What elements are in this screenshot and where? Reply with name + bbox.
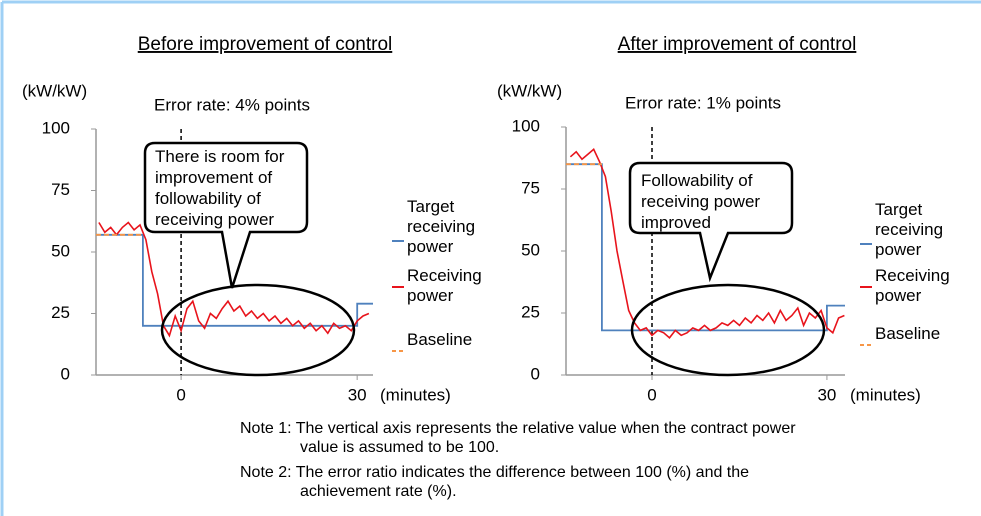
legend-label: Baseline — [407, 330, 473, 349]
legend-label: Receiving power — [407, 266, 482, 305]
legend-label: Target receiving power — [407, 197, 476, 256]
y-tick-label: 75 — [521, 178, 540, 197]
x-tick-label: 30 — [817, 385, 836, 404]
y-axis-label: (kW/kW) — [497, 81, 562, 100]
callout-box — [143, 141, 309, 289]
callout-text: Followability of receiving power improve… — [641, 171, 761, 232]
y-tick-label: 50 — [51, 241, 70, 260]
note: Note 1: The vertical axis represents the… — [240, 420, 796, 456]
note: Note 2: The error ratio indicates the di… — [240, 464, 750, 500]
chart-title: After improvement of control — [618, 34, 857, 55]
x-axis-label: (minutes) — [850, 385, 921, 404]
y-tick-label: 75 — [51, 180, 70, 199]
y-tick-label: 100 — [512, 116, 540, 135]
x-axis-label: (minutes) — [380, 385, 451, 404]
y-tick-label: 0 — [61, 364, 70, 383]
y-tick-label: 0 — [531, 364, 540, 383]
chart-subtitle: Error rate: 4% points — [154, 95, 310, 114]
chart-subtitle: Error rate: 1% points — [625, 93, 781, 112]
legend-label: Receiving power — [875, 266, 950, 305]
legend-label: Target receiving power — [875, 200, 944, 259]
callout-text: There is room for improvement of followa… — [155, 147, 285, 229]
x-tick-label: 30 — [348, 385, 367, 404]
series-line — [96, 233, 373, 327]
series-line — [98, 221, 370, 338]
y-tick-label: 50 — [521, 240, 540, 259]
legend-label: Baseline — [875, 324, 941, 343]
series-line — [566, 163, 845, 332]
series-line — [569, 148, 845, 339]
y-tick-label: 25 — [51, 303, 70, 322]
highlight-ellipse — [160, 283, 356, 377]
x-tick-label: 0 — [176, 385, 185, 404]
y-tick-label: 25 — [521, 302, 540, 321]
y-tick-label: 100 — [42, 118, 70, 137]
highlight-ellipse — [630, 283, 826, 377]
y-axis-label: (kW/kW) — [22, 81, 87, 100]
x-tick-label: 0 — [647, 385, 656, 404]
callout-box — [628, 161, 794, 283]
chart-title: Before improvement of control — [138, 34, 393, 55]
